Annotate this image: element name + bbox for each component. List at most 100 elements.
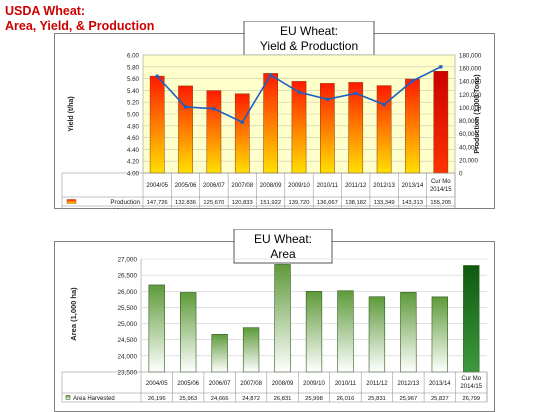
x-tick-label: 2009/10 — [288, 183, 310, 189]
yield-point — [325, 97, 329, 101]
production-value-label: 138,182 — [345, 200, 366, 206]
yield-line — [155, 65, 443, 124]
y-tick-label-right: 100,000 — [459, 105, 482, 112]
y-tick-label: 25,000 — [117, 321, 137, 328]
x-tick-label: 2006/07 — [209, 381, 231, 387]
area-value-label: 25,963 — [179, 396, 197, 402]
x-tick-label: 2008/09 — [260, 183, 282, 189]
yield-point — [240, 120, 244, 124]
production-value-label: 136,667 — [317, 200, 338, 206]
production-bar — [433, 71, 449, 174]
y-axis-left: 6.00 5.80 5.60 5.40 5.20 5.00 4.80 4.60 4.40 4.20… — [127, 53, 140, 178]
yield-point — [382, 102, 386, 107]
y-axis-right-label: Production (1,000 Tons) — [474, 74, 481, 153]
area-value-label: 26,799 — [462, 396, 480, 402]
area-bar — [274, 264, 291, 373]
production-bar — [320, 83, 335, 174]
y-tick-label: 26,500 — [117, 273, 137, 280]
y-tick-label: 26,000 — [117, 289, 137, 296]
x-tick-label: 2009/10 — [303, 381, 325, 387]
y-tick-label-right: 60,000 — [459, 131, 478, 138]
data-table: 2004/05 2005/06 2006/07 2007/08 2008/09 2009/… — [61, 371, 488, 403]
x-tick-label: 2005/06 — [177, 381, 199, 387]
area-value-label: 24,872 — [242, 396, 260, 402]
area-bar — [463, 265, 480, 373]
production-value-label: 120,833 — [232, 200, 253, 206]
slide-title: USDA Wheat: Area, Yield, & Production — [5, 4, 154, 34]
x-tick-label: 2004/05 — [146, 183, 168, 189]
y-tick-label-left: 5.60 — [127, 76, 140, 83]
yield-point — [183, 105, 188, 109]
y-axis-left-label: Yield (t/ha) — [68, 96, 75, 132]
chart-title-line1: EU Wheat: — [280, 24, 338, 38]
y-tick-label: 24,000 — [117, 353, 137, 360]
y-tick-label-right: 160,000 — [459, 66, 482, 73]
area-bar — [400, 292, 417, 373]
y-tick-label-right: 40,000 — [459, 144, 478, 151]
y-tick-label-left: 5.40 — [127, 88, 140, 95]
yield-point — [410, 79, 415, 83]
yield-point — [354, 91, 358, 95]
area-bar — [242, 327, 260, 373]
production-bar — [376, 85, 392, 174]
x-tick-label: 2014/15 — [460, 384, 482, 390]
x-tick-label: 2013/14 — [402, 183, 424, 189]
production-value-label: 125,670 — [203, 200, 224, 206]
x-tick-label: 2007/08 — [240, 381, 262, 387]
y-axis-label: Area (1,000 ha) — [69, 287, 78, 341]
x-tick-label: 2011/12 — [366, 381, 388, 387]
production-bar — [405, 78, 420, 174]
y-tick-label-left: 6.00 — [127, 53, 140, 60]
x-tick-label: 2012/13 — [398, 381, 420, 387]
x-tick-label: 2014/15 — [430, 187, 452, 193]
production-bar — [234, 93, 250, 174]
y-tick-label: 24,500 — [117, 337, 137, 344]
area-value-label: 26,016 — [337, 396, 355, 402]
legend-swatch-production — [66, 199, 77, 204]
area-value-label: 26,831 — [274, 396, 292, 402]
y-tick-label-left: 4.80 — [127, 123, 140, 130]
area-value-label: 25,831 — [368, 396, 386, 402]
area-value-label: 25,967 — [399, 396, 417, 402]
production-value-label: 143,313 — [402, 200, 423, 206]
y-tick-label-left: 5.20 — [127, 100, 140, 107]
y-tick-label-right: 0 — [459, 171, 463, 178]
x-tick-label: Cur Mo — [461, 376, 481, 382]
chart-title-box — [233, 229, 333, 264]
legend-label-production: Production — [110, 199, 140, 206]
area-bar — [148, 284, 165, 373]
production-bar — [206, 90, 222, 174]
y-tick-label-left: 5.80 — [127, 64, 140, 71]
x-tick-label: 2004/05 — [146, 381, 168, 387]
y-tick-label-left: 4.00 — [127, 171, 140, 178]
chart-title-box — [243, 21, 375, 56]
area-bar — [180, 292, 197, 373]
y-tick-label-left: 4.60 — [127, 135, 140, 142]
y-tick-label-right: 180,000 — [459, 53, 482, 60]
production-bar — [263, 73, 278, 174]
x-tick-label: Cur Mo — [431, 179, 451, 185]
production-value-label: 133,349 — [374, 200, 395, 206]
y-tick-label-right: 120,000 — [459, 92, 482, 99]
production-value-label: 132,836 — [175, 200, 196, 206]
area-value-label: 25,998 — [305, 396, 323, 402]
yield-production-chart: EU Wheat: Yield & Production 6.00 5.80 5.6… — [54, 21, 495, 209]
area-value-label: 24,666 — [211, 396, 229, 402]
area-bar — [305, 291, 323, 373]
y-tick-label: 25,500 — [117, 305, 137, 312]
slide-title-line2: Area, Yield, & Production — [5, 19, 155, 33]
x-tick-label: 2006/07 — [203, 183, 225, 189]
slide-title-line1: USDA Wheat: — [5, 4, 86, 18]
production-value-label: 155,205 — [430, 200, 451, 206]
production-value-label: 147,726 — [147, 200, 168, 206]
area-value-label: 26,196 — [148, 396, 166, 402]
area-value-label: 25,827 — [431, 396, 449, 402]
y-tick-label-left: 4.40 — [127, 147, 140, 154]
chart-title-line1: EU Wheat: — [254, 232, 312, 246]
x-tick-label: 2010/11 — [317, 183, 339, 189]
area-bars — [148, 264, 480, 373]
production-value-label: 151,922 — [260, 200, 281, 206]
production-bar — [178, 85, 193, 174]
x-tick-label: 2013/14 — [429, 381, 451, 387]
yield-point — [155, 74, 159, 78]
